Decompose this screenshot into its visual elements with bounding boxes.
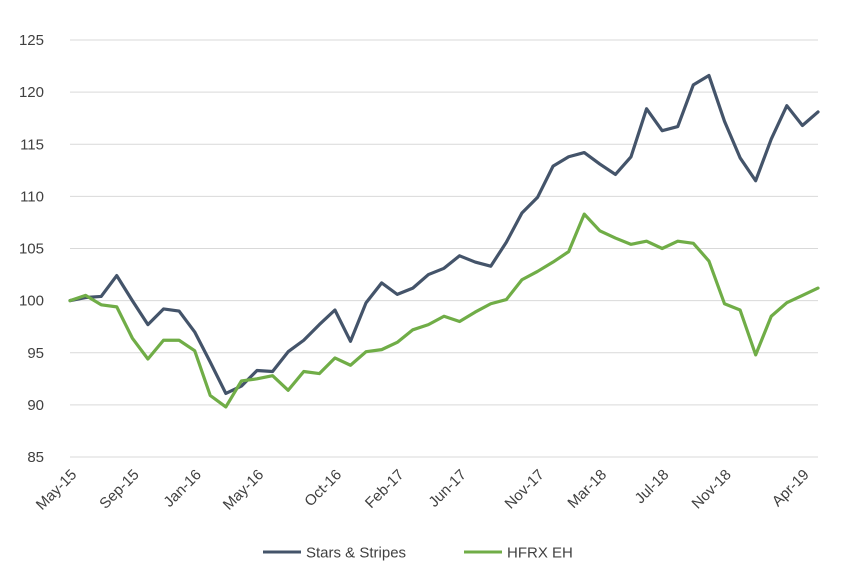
- y-tick-label: 100: [19, 293, 44, 310]
- y-tick-label: 85: [27, 449, 44, 466]
- y-tick-label: 95: [27, 345, 44, 362]
- y-tick-label: 105: [19, 241, 44, 258]
- x-tick-label: Apr-19: [769, 466, 813, 510]
- series-line-hfrx-eh: [68, 212, 820, 409]
- gridlines: [70, 39, 818, 458]
- x-tick-label: Mar-18: [564, 466, 610, 512]
- legend-label-hfrx-eh: HFRX EH: [507, 545, 573, 562]
- legend-item-hfrx-eh: HFRX EH: [464, 545, 573, 562]
- legend-label-stars-and-stripes: Stars & Stripes: [306, 545, 406, 562]
- x-tick-label: May-16: [220, 466, 267, 513]
- x-tick-label: Jul-18: [632, 466, 673, 507]
- y-tick-label: 110: [20, 188, 44, 205]
- x-tick-label: Feb-17: [362, 466, 408, 512]
- legend: Stars & Stripes HFRX EH: [263, 545, 573, 562]
- series-lines: [68, 73, 820, 409]
- x-tick-label: Sep-15: [96, 466, 142, 512]
- y-tick-label: 90: [27, 397, 44, 414]
- x-tick-label: Jun-17: [425, 466, 469, 510]
- x-tick-label: May-15: [33, 466, 80, 513]
- y-tick-label: 120: [19, 84, 44, 101]
- x-tick-label: Oct-16: [301, 466, 345, 510]
- x-tick-label: Jan-16: [160, 466, 204, 510]
- x-axis: May-15 Sep-15 Jan-16 May-16 Oct-16 Feb-17 Jun-…: [33, 466, 813, 513]
- series-line-stars-stripes: [68, 73, 820, 396]
- x-tick-label: Nov-18: [689, 466, 735, 512]
- x-tick-label: Nov-17: [502, 466, 548, 512]
- legend-item-stars-and-stripes: Stars & Stripes: [263, 545, 406, 562]
- y-tick-label: 125: [19, 32, 44, 49]
- y-axis: 85 90 95 100 105 110 115 120 125: [19, 32, 44, 466]
- y-tick-label: 115: [20, 136, 44, 153]
